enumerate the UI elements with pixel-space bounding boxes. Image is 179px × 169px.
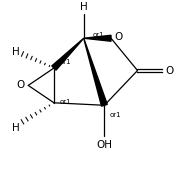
Polygon shape [52,38,84,70]
Text: or1: or1 [93,32,104,38]
Polygon shape [84,38,107,106]
Text: H: H [80,2,88,12]
Text: or1: or1 [109,112,121,118]
Text: or1: or1 [60,99,71,105]
Text: OH: OH [96,140,112,150]
Text: H: H [12,124,20,134]
Polygon shape [84,35,111,41]
Text: H: H [12,47,20,57]
Text: or1: or1 [60,59,71,65]
Text: O: O [17,80,25,90]
Text: O: O [165,66,174,76]
Text: O: O [114,32,122,42]
